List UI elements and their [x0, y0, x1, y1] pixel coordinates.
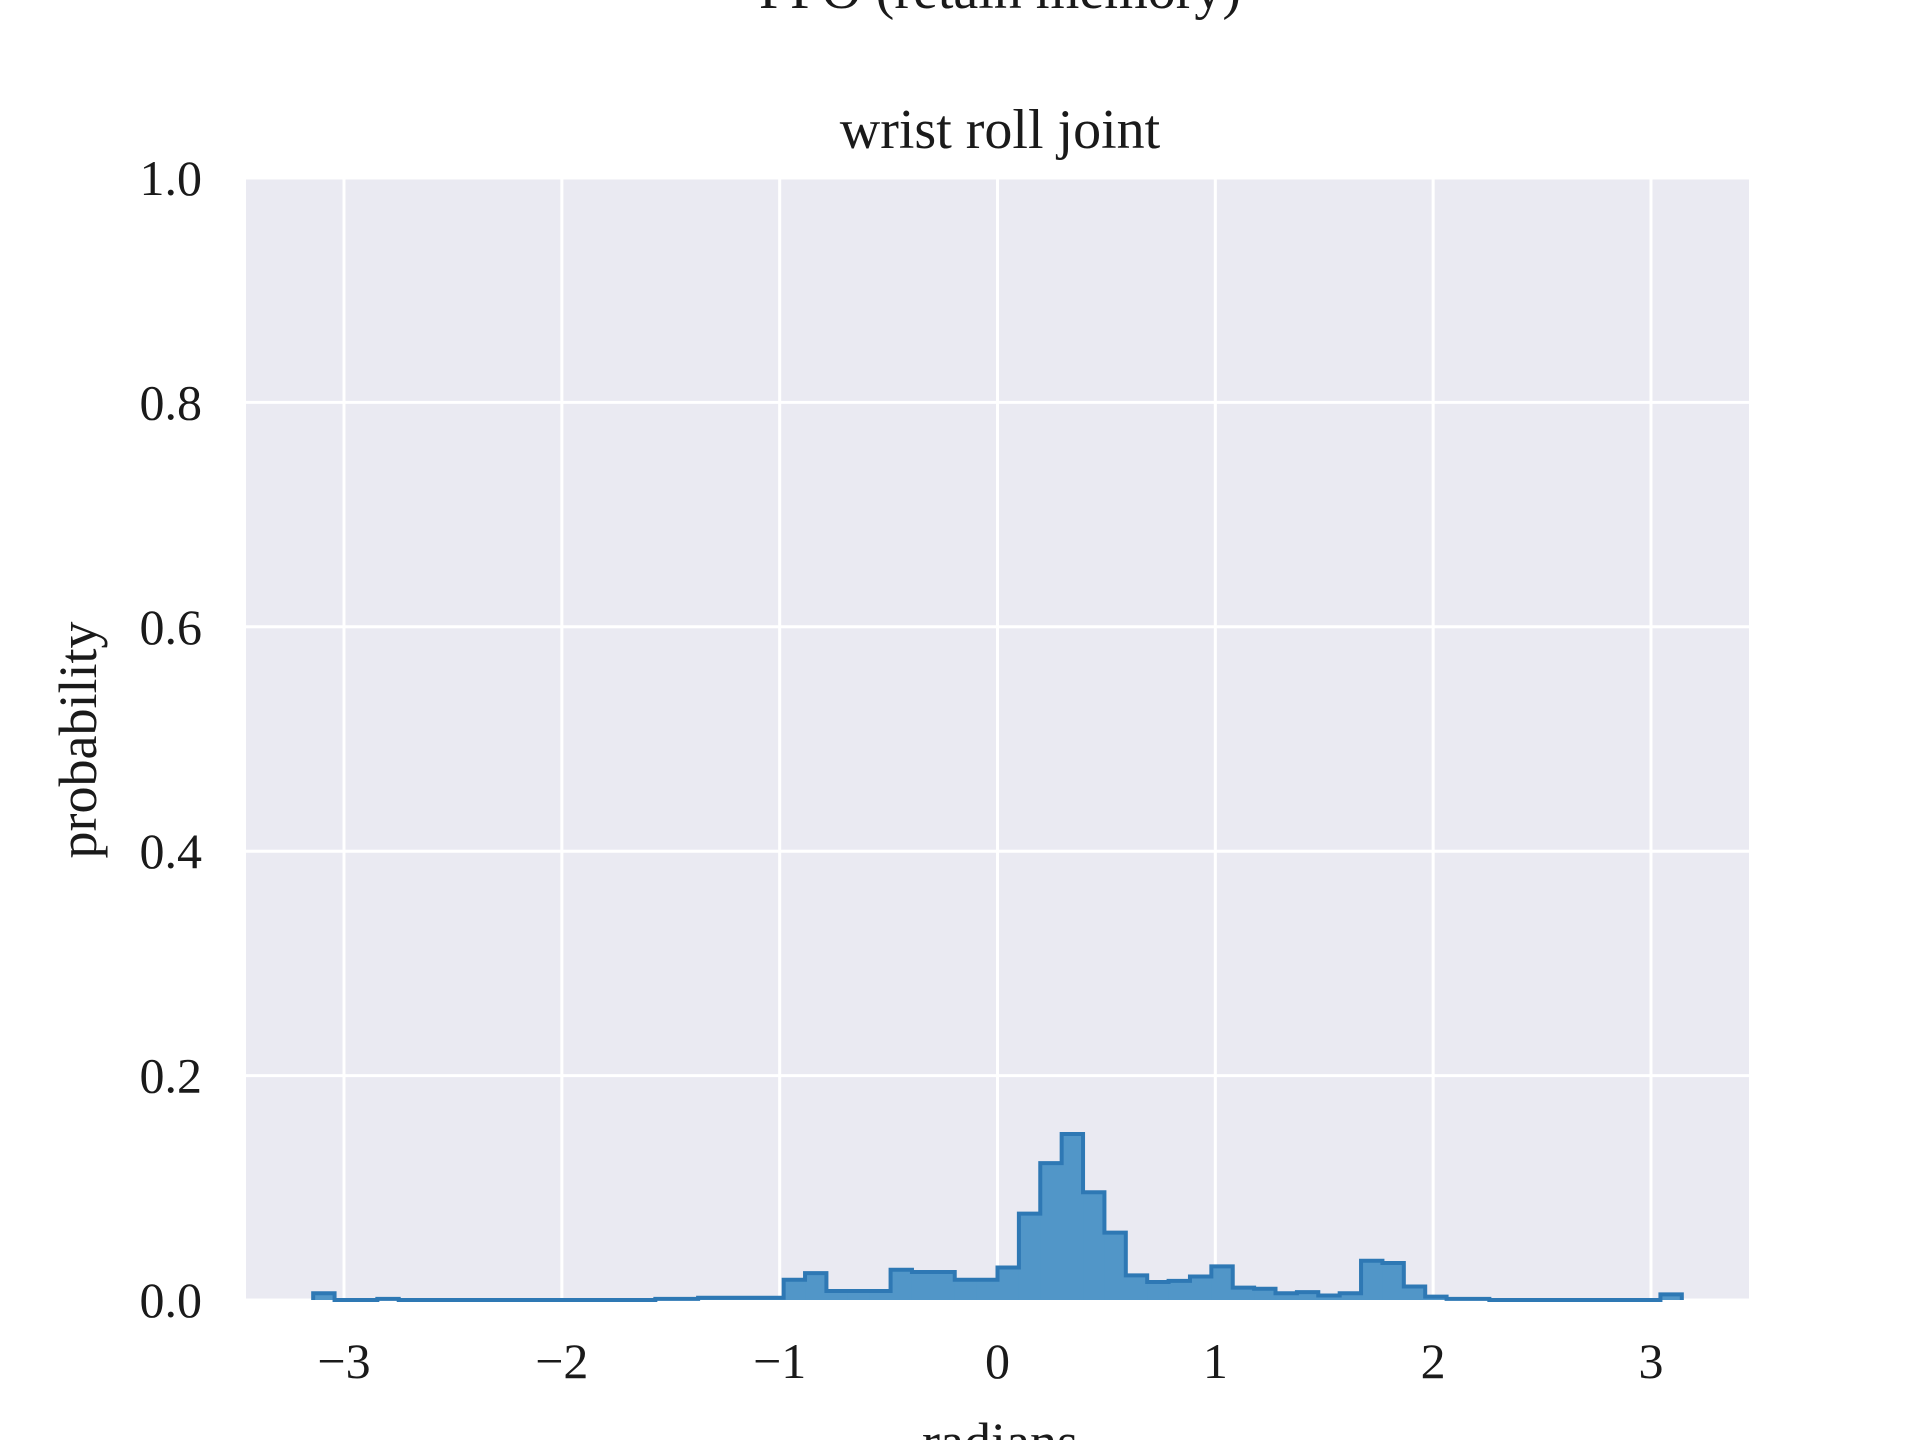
y-tick-label: 0.0: [140, 1272, 203, 1328]
y-tick-label: 0.8: [140, 374, 203, 430]
histogram-bar: [783, 1279, 806, 1300]
histogram-bar: [1083, 1192, 1105, 1300]
histogram-bar: [1125, 1275, 1148, 1300]
histogram-bar: [1211, 1266, 1234, 1300]
x-tick-label: 1: [1203, 1333, 1228, 1389]
histogram-bar: [1275, 1293, 1298, 1300]
histogram-bar: [911, 1271, 934, 1300]
histogram-bar: [313, 1293, 336, 1300]
histogram-bar: [805, 1273, 827, 1300]
x-tick-label: 2: [1421, 1333, 1446, 1389]
histogram-bar: [1168, 1280, 1191, 1300]
histogram-bar: [826, 1291, 849, 1300]
histogram-bar: [976, 1279, 998, 1300]
histogram-bar: [933, 1271, 956, 1300]
histogram-bar: [1296, 1292, 1319, 1300]
chart-suptitle: PPO (retain memory): [759, 0, 1241, 21]
histogram-bar: [954, 1279, 977, 1300]
y-tick-label: 0.4: [140, 823, 203, 879]
x-tick-label: −3: [317, 1333, 370, 1389]
histogram-bar: [1147, 1282, 1170, 1300]
histogram-bar: [1254, 1288, 1277, 1300]
x-tick-label: 0: [985, 1333, 1010, 1389]
x-tick-label: −2: [535, 1333, 588, 1389]
histogram-bar: [1403, 1286, 1426, 1300]
histogram-bar: [1318, 1295, 1341, 1300]
histogram-bars: [313, 1133, 1683, 1300]
histogram-bar: [1040, 1163, 1063, 1300]
histogram-bar: [1104, 1232, 1127, 1300]
histogram-bar: [1232, 1287, 1255, 1300]
histogram-bar: [1018, 1213, 1041, 1300]
histogram-bar: [1339, 1293, 1362, 1300]
histogram-bar: [997, 1267, 1020, 1300]
histogram-bar: [890, 1269, 913, 1300]
y-tick-label: 0.2: [140, 1048, 203, 1104]
y-axis-label: probability: [48, 622, 108, 859]
x-tick-label: 3: [1638, 1333, 1663, 1389]
histogram-bar: [869, 1291, 892, 1300]
y-tick-label: 0.6: [140, 599, 203, 655]
x-axis-label: radians: [922, 1412, 1078, 1440]
chart-title: wrist roll joint: [840, 99, 1161, 161]
histogram-bar: [847, 1291, 870, 1300]
x-tick-label: −1: [753, 1333, 806, 1389]
x-tick-labels: −3 −2 −1 0 1 2 3: [317, 1333, 1663, 1389]
y-tick-labels: 0.0 0.2 0.4 0.6 0.8 1.0: [140, 150, 203, 1328]
histogram-outline: [311, 1131, 1684, 1302]
histogram-bar: [1382, 1262, 1405, 1300]
histogram-bar: [1189, 1276, 1212, 1300]
histogram-bar: [1061, 1133, 1084, 1300]
histogram-bar: [1361, 1260, 1383, 1300]
y-tick-label: 1.0: [140, 150, 203, 206]
histogram-bar: [1660, 1294, 1683, 1300]
